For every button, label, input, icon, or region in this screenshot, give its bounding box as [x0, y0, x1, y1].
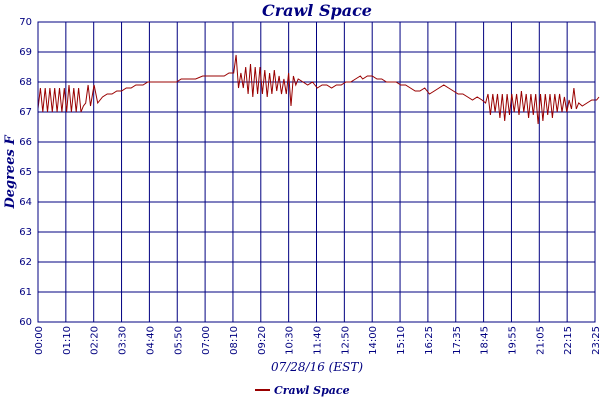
y-tick-label: 60 [19, 317, 32, 328]
x-axis-label: 07/28/16 (EST) [271, 360, 363, 374]
x-tick-label: 11:40 [313, 326, 324, 355]
y-tick-label: 66 [19, 137, 32, 148]
x-tick-label: 10:30 [285, 326, 296, 355]
y-tick-label: 70 [19, 17, 32, 28]
gridlines [37, 21, 596, 323]
y-tick-label: 63 [19, 227, 32, 238]
x-tick-label: 09:20 [257, 326, 268, 355]
series-lines [37, 54, 600, 125]
x-tick-label: 23:25 [591, 326, 600, 355]
y-tick-label: 62 [19, 257, 32, 268]
x-tick-label: 22:15 [563, 326, 574, 355]
legend: Crawl Space [255, 384, 350, 397]
chart-title: Crawl Space [262, 1, 372, 20]
y-tick-label: 61 [19, 287, 32, 298]
y-tick-labels: 60 61 62 63 64 65 66 67 68 69 70 [19, 17, 32, 328]
x-tick-label: 05:50 [173, 326, 184, 355]
x-tick-label: 07:00 [201, 326, 212, 355]
x-tick-label: 16:25 [424, 326, 435, 355]
x-tick-label: 03:30 [118, 326, 129, 355]
x-tick-label: 18:45 [480, 326, 491, 355]
x-tick-label: 21:05 [535, 326, 546, 355]
y-tick-label: 68 [19, 77, 32, 88]
x-tick-label: 04:40 [145, 326, 156, 355]
y-axis-label: Degrees F [3, 135, 18, 210]
x-tick-label: 02:20 [90, 326, 101, 355]
y-tick-label: 67 [19, 107, 32, 118]
x-tick-label: 08:10 [229, 326, 240, 355]
y-tick-label: 69 [19, 47, 32, 58]
plot-frame [37, 21, 596, 323]
x-tick-label: 19:55 [507, 326, 518, 355]
y-tick-label: 64 [19, 197, 32, 208]
legend-label: Crawl Space [274, 384, 350, 397]
series-line-crawl-space [37, 54, 600, 125]
x-tick-labels: 00:00 01:10 02:20 03:30 04:40 05:50 07:00 08:10… [34, 326, 600, 355]
x-tick-label: 17:35 [452, 326, 463, 355]
x-tick-label: 14:00 [368, 326, 379, 355]
x-tick-label: 12:50 [340, 326, 351, 355]
y-tick-label: 65 [19, 167, 32, 178]
x-tick-label: 01:10 [62, 326, 73, 355]
x-tick-label: 15:10 [396, 326, 407, 355]
x-tick-label: 00:00 [34, 326, 45, 355]
